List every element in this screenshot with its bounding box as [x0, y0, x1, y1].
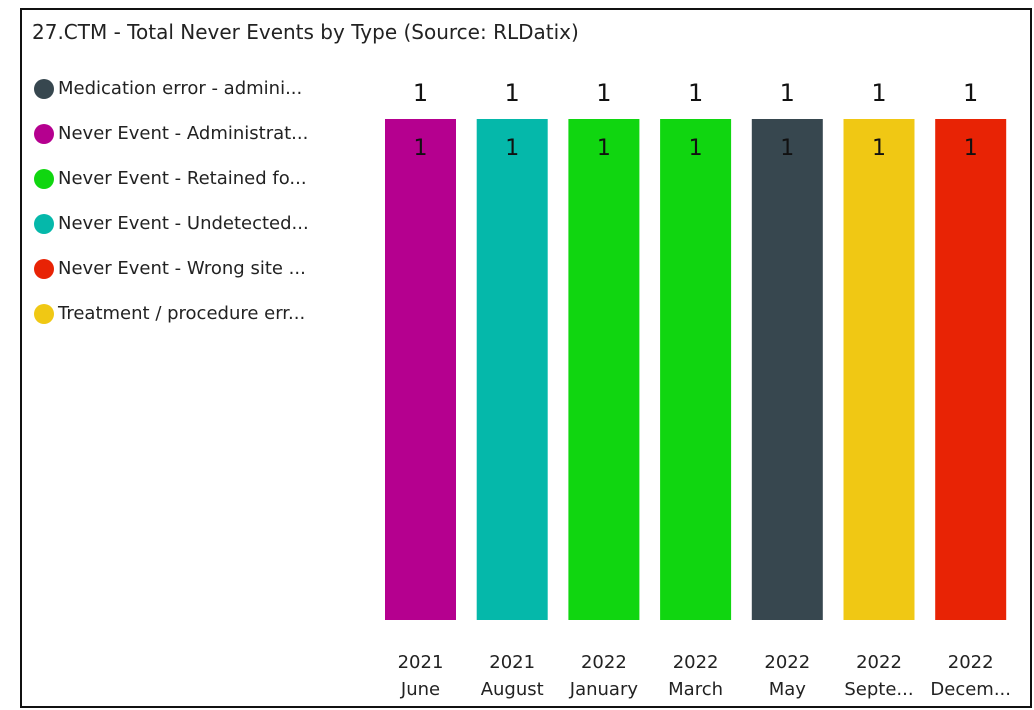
bar-data-label: 1 [780, 136, 794, 161]
bar-data-label: 1 [689, 136, 703, 161]
legend-item[interactable]: Never Event - Retained fo... [34, 156, 309, 201]
x-tick-year-label: 2022 [948, 652, 994, 673]
legend-item[interactable]: Never Event - Administrat... [34, 111, 309, 156]
legend-item[interactable]: Treatment / procedure err... [34, 291, 309, 336]
bar-total-label: 1 [780, 79, 795, 107]
bar[interactable] [385, 119, 456, 620]
bar-data-label: 1 [505, 136, 519, 161]
bar[interactable] [660, 119, 732, 620]
legend-label: Medication error - admini... [58, 78, 303, 99]
x-tick-year-label: 2022 [764, 652, 810, 673]
legend-marker-icon [34, 303, 54, 324]
legend-label: Never Event - Wrong site ... [58, 258, 306, 279]
x-tick-month-label: May [769, 679, 807, 700]
bar[interactable] [935, 119, 1007, 620]
bar[interactable] [751, 119, 823, 620]
legend-item[interactable]: Never Event - Wrong site ... [34, 246, 309, 291]
bar-data-label: 1 [872, 136, 886, 161]
x-tick-month-label: June [400, 679, 440, 700]
chart-visual: 27.CTM - Total Never Events by Type (Sou… [20, 8, 1032, 708]
legend-marker-icon [34, 168, 54, 189]
x-tick-year-label: 2022 [673, 652, 719, 673]
bar[interactable] [476, 119, 548, 620]
x-tick-month-label: Septe... [844, 679, 913, 700]
bar-chart-svg: 1 1 2021 June 1 1 2021 August 1 1 2022 January 1 1 202… [385, 79, 1011, 700]
x-tick-year-label: 2022 [581, 652, 627, 673]
legend-label: Never Event - Undetected... [58, 213, 309, 234]
legend-label: Never Event - Retained fo... [58, 168, 307, 189]
bar-total-label: 1 [505, 79, 520, 107]
x-tick-month-label: March [668, 679, 723, 700]
bar[interactable] [843, 119, 915, 620]
legend-item[interactable]: Medication error - admini... [34, 66, 309, 111]
bar-total-label: 1 [871, 79, 886, 107]
bar-total-label: 1 [413, 79, 428, 107]
legend-marker-icon [34, 78, 54, 99]
chart-title: 27.CTM - Total Never Events by Type (Sou… [32, 20, 579, 44]
legend-item[interactable]: Never Event - Undetected... [34, 201, 309, 246]
legend-label: Never Event - Administrat... [58, 123, 309, 144]
bar-data-label: 1 [964, 136, 978, 161]
legend-label: Treatment / procedure err... [58, 303, 306, 324]
bar[interactable] [568, 119, 640, 620]
bar-total-label: 1 [963, 79, 978, 107]
bar-data-label: 1 [597, 136, 611, 161]
x-tick-month-label: January [569, 679, 639, 700]
legend-marker-icon [34, 258, 54, 279]
x-tick-month-label: August [481, 679, 544, 700]
legend-marker-icon [34, 213, 54, 234]
x-tick-year-label: 2022 [856, 652, 902, 673]
chart-legend: Medication error - admini... Never Event … [34, 66, 309, 336]
bar-total-label: 1 [688, 79, 703, 107]
x-tick-month-label: Decem... [930, 679, 1011, 700]
legend-marker-icon [34, 123, 54, 144]
bar-total-label: 1 [596, 79, 611, 107]
bar-data-label: 1 [414, 136, 428, 161]
x-tick-year-label: 2021 [398, 652, 444, 673]
x-tick-year-label: 2021 [489, 652, 535, 673]
